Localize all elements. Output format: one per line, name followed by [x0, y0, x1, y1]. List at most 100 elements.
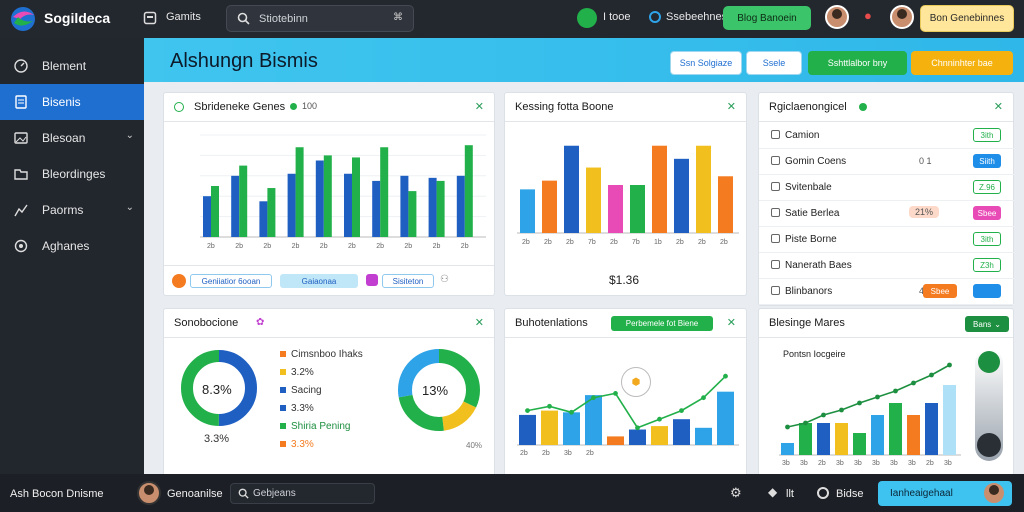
tag-chip[interactable]: Geniiatior 6ooan [190, 274, 272, 288]
green-action-button[interactable]: Blog Banoein [723, 6, 811, 30]
header-button-1[interactable]: Ssn Solgiaze [670, 51, 742, 75]
tick-label: 2b [542, 450, 550, 457]
avatar[interactable] [137, 481, 161, 505]
sidebar-item-blesoan[interactable]: Blesoan ⌄ [0, 120, 144, 156]
chart-subtitle: Pontsn Iocgeire [783, 349, 846, 359]
sidebar-item-aghanes[interactable]: Aghanes [0, 228, 144, 264]
status-badge: Siith [973, 154, 1001, 168]
item-icon [771, 156, 780, 165]
donut-chart [181, 350, 257, 426]
avatar-2[interactable] [890, 5, 914, 29]
line-point [657, 416, 662, 422]
count-badge: 100 [302, 101, 318, 111]
item-icon [771, 130, 780, 139]
topbar-item-sessions[interactable]: Ssebeehnes [666, 11, 728, 23]
status-badge: Z.96 [973, 180, 1001, 194]
bar [563, 412, 580, 445]
bar [889, 403, 902, 455]
list-item[interactable]: Svitenbale Z.96 [759, 175, 1015, 201]
check-icon [174, 102, 184, 112]
window-icon[interactable] [143, 11, 157, 25]
close-icon[interactable]: ✕ [474, 101, 484, 113]
list-item[interactable]: Nanerath Baes Z3h [759, 253, 1015, 279]
header-button-4[interactable]: Chnninhter bae [911, 51, 1013, 75]
chat-icon[interactable] [978, 351, 1000, 373]
list-item[interactable]: Satie Berlea 21% Sbee [759, 201, 1015, 227]
header-button-2[interactable]: Ssele [746, 51, 802, 75]
card-kessing: Kessing fotta Boone ✕ 2b 2b 2b 7b 2b 7b 1b 2b 2b… [504, 92, 747, 296]
list-item[interactable]: Piste Borne 3ith [759, 227, 1015, 253]
dropdown-button[interactable]: Bans ⌄ [965, 316, 1009, 332]
tag-icon [172, 274, 186, 288]
avatar [982, 481, 1006, 505]
search-input[interactable]: Stiotebinn ⌘ [226, 5, 414, 32]
card-genes: Sbrideneke Genes 100 ✕ 2b 2b 2b 2b 2b 2b 2b 2b 2… [163, 92, 495, 296]
page-header: Alshungn Bismis Ssn Solgiaze Ssele Sshtt… [144, 38, 1024, 82]
topbar-item-status[interactable]: I tooe [603, 11, 631, 23]
tick-label: 1b [654, 239, 662, 246]
footer-item[interactable]: llt [786, 488, 794, 500]
legend: Cimsnboo Ihaks 3.2% Sacing 3.3% Shiria Penin… [280, 349, 390, 459]
tag-chip[interactable]: Sisiteton [382, 274, 434, 288]
donut-slice [398, 349, 480, 431]
bell-icon[interactable]: ◆ [768, 485, 778, 499]
donut-slice [398, 349, 480, 431]
item-label: Piste Borne [785, 234, 837, 245]
footer-item[interactable]: Bidse [836, 488, 864, 500]
tick-label: 2b [461, 243, 469, 250]
tick-label: 2b [207, 243, 215, 250]
header-button-3[interactable]: Sshttlalbor bny [808, 51, 907, 75]
bar [519, 414, 536, 445]
tick-label: 2b [818, 460, 826, 467]
sidebar-item-paorms[interactable]: Paorms ⌄ [0, 192, 144, 228]
donut-label: 8.3% [202, 382, 232, 397]
list-item[interactable]: Gomin Coens 0 1 Siith [759, 149, 1015, 175]
chevron-down-icon[interactable]: ⌄ [125, 202, 134, 213]
tag-chip[interactable]: Gaiaonaa [280, 274, 358, 288]
tick-label: 3b [872, 460, 880, 467]
tick-label: 3b [836, 460, 844, 467]
sync-icon [649, 11, 661, 23]
status-badge [973, 284, 1001, 298]
user-name[interactable]: Genoanilse [167, 488, 223, 500]
folder-icon [14, 169, 28, 180]
chevron-down-icon[interactable]: ⌄ [125, 130, 134, 141]
tick-label: 2b [522, 239, 530, 246]
status-badge[interactable]: Perbemele fot Biene [611, 316, 713, 331]
topbar-item-gamits[interactable]: Gamits [166, 11, 201, 23]
notification-icon[interactable]: ● [864, 8, 872, 23]
bar [541, 410, 558, 445]
close-icon[interactable]: ✕ [474, 317, 484, 329]
yellow-action-button[interactable]: Bon Genebinnes [920, 5, 1014, 32]
avatar[interactable] [825, 5, 849, 29]
close-icon[interactable]: ✕ [726, 101, 736, 113]
link-icon[interactable]: ⚇ [440, 274, 449, 285]
cta-button[interactable]: Ianheaigehaal [878, 481, 1012, 506]
bar [696, 145, 711, 233]
expand-icon[interactable] [977, 433, 1001, 457]
footer-search-input[interactable]: Gebjeans [230, 483, 375, 504]
sidebar-item-blement[interactable]: Blement [0, 48, 144, 84]
help-icon[interactable] [817, 487, 829, 499]
bar [608, 185, 623, 233]
close-icon[interactable]: ✕ [993, 101, 1003, 113]
tick-label: 3b [908, 460, 916, 467]
list-item[interactable]: Camion 3ith [759, 123, 1015, 149]
sidebar-item-bisenis[interactable]: Bisenis [0, 84, 144, 120]
combo-chart: 3b 3b 2b 3b 3b 3b 3b 3b 2b 3b [779, 362, 961, 467]
sidebar-item-bleordinges[interactable]: Bleordinges [0, 156, 144, 192]
close-icon[interactable]: ✕ [726, 317, 736, 329]
app-title: Sogildeca [44, 10, 111, 26]
bar [295, 147, 304, 237]
status-badge: Sbee [973, 206, 1001, 220]
item-label: Nanerath Baes [785, 260, 852, 271]
lock-icon[interactable]: ⬢ [621, 367, 651, 397]
bar-chart: 2b 2b 2b 7b 2b 7b 1b 2b 2b 2b [517, 145, 739, 246]
tag-icon [366, 274, 378, 286]
bar [464, 145, 473, 237]
settings-icon[interactable]: ⚙ [730, 485, 742, 500]
tick-label: 7b [632, 239, 640, 246]
bar [344, 173, 352, 237]
line-point [569, 409, 574, 415]
